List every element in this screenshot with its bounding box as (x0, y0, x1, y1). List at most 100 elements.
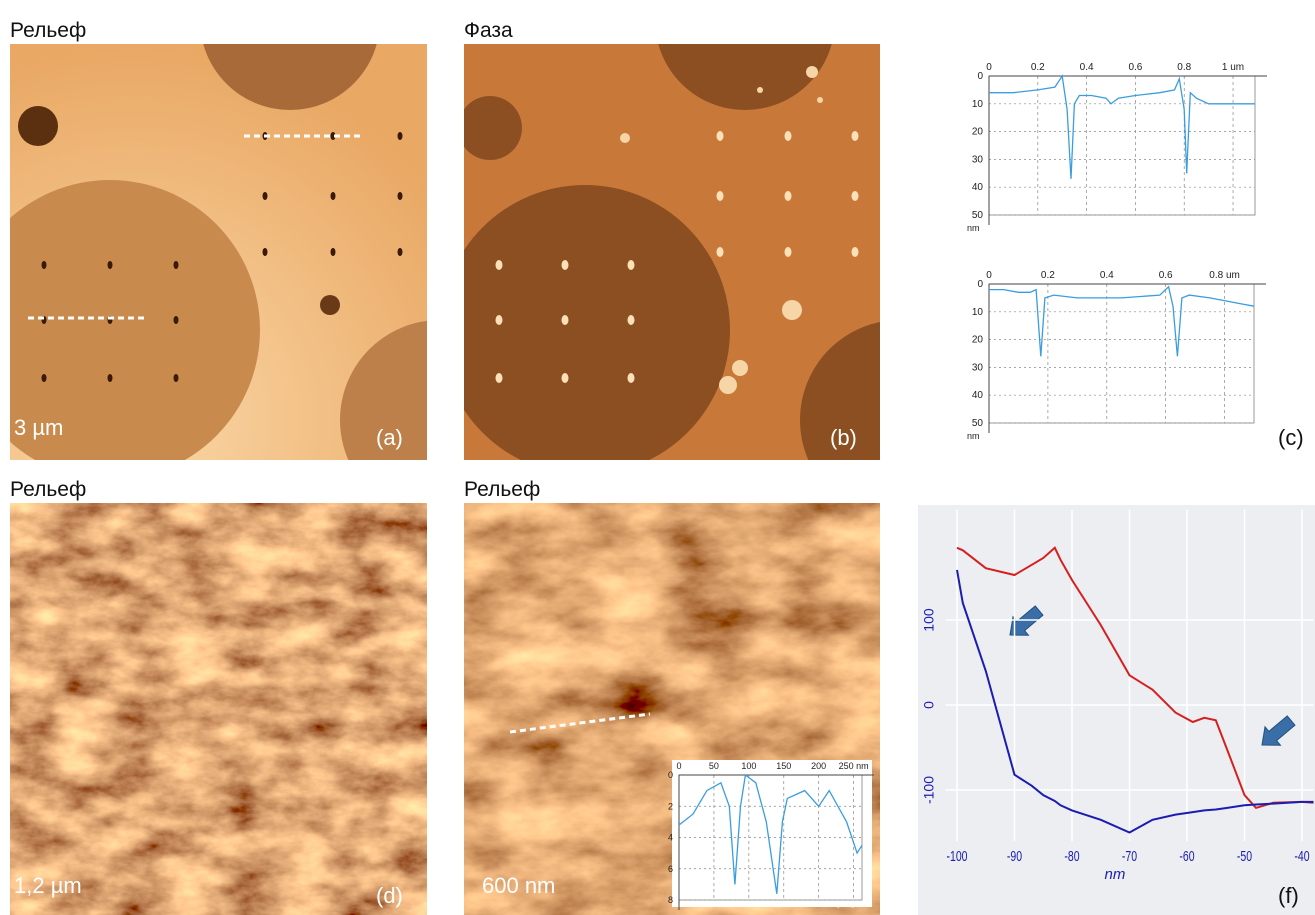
x-axis-label: nm (1105, 866, 1126, 883)
scale-label: 1,2 µm (14, 873, 82, 898)
indent (496, 373, 503, 383)
x-tick-label: -40 (1294, 847, 1309, 864)
particle (806, 66, 818, 78)
y-axis-label: nm (967, 223, 980, 233)
indent (628, 260, 635, 270)
panel-title: Фаза (464, 19, 513, 42)
y-tick-label: 2 (668, 801, 673, 811)
particle (782, 300, 802, 320)
panel-title: Рельеф (10, 19, 86, 42)
y-tick-label: 10 (972, 99, 984, 110)
indent (263, 248, 268, 256)
y-tick-label: 50 (972, 210, 984, 221)
indent (717, 131, 724, 141)
y-tick-label: 0 (977, 279, 983, 290)
x-tick-label: 0 (986, 270, 992, 281)
y-tick-label: 20 (972, 335, 984, 346)
indent (852, 247, 859, 257)
indent (398, 132, 403, 140)
particle (732, 360, 748, 376)
particle (757, 87, 763, 93)
figure: Рельеф Фаза Рельеф Рельеф 3 µm 1,2 µm 60… (0, 0, 1315, 915)
x-tick-label: -50 (1237, 847, 1252, 864)
afm-image-b (440, 0, 1000, 520)
indent (785, 191, 792, 201)
indent (717, 191, 724, 201)
x-tick-label: 0.8 um (1209, 270, 1240, 281)
y-tick-label: 0 (921, 701, 937, 709)
x-tick-label: 1 um (1222, 62, 1244, 73)
x-tick-label: 0 (986, 62, 992, 73)
indent (628, 373, 635, 383)
particle (817, 97, 823, 103)
scale-label: 600 nm (482, 873, 555, 898)
y-tick-label: 30 (972, 362, 984, 373)
panel-label: (a) (376, 425, 403, 450)
indent (42, 261, 47, 269)
indent (331, 248, 336, 256)
panel-title: Рельеф (10, 478, 86, 501)
afm-image-d (10, 503, 427, 915)
indent (108, 261, 113, 269)
indent (717, 247, 724, 257)
y-tick-label: 50 (972, 418, 984, 429)
panel-label: (d) (376, 883, 403, 908)
y-tick-label: 100 (921, 608, 937, 632)
x-tick-label: 200 (811, 761, 826, 771)
x-tick-label: 0.2 (1041, 270, 1055, 281)
indent (496, 315, 503, 325)
particle (620, 133, 630, 143)
x-tick-label: -60 (1179, 847, 1194, 864)
domain (440, 185, 730, 475)
y-axis-label: nm (967, 431, 980, 441)
x-tick-label: 0.6 (1128, 62, 1142, 73)
indent (496, 260, 503, 270)
x-tick-label: -70 (1122, 847, 1137, 864)
x-tick-label: 0 (676, 761, 681, 771)
indent (398, 248, 403, 256)
y-tick-label: -100 (921, 776, 937, 804)
indent (174, 261, 179, 269)
x-tick-label: -100 (946, 847, 967, 864)
indent (398, 192, 403, 200)
indent (108, 374, 113, 382)
y-tick-label: 0 (977, 71, 983, 82)
indent (562, 315, 569, 325)
panel-label: (b) (830, 425, 857, 450)
indent (852, 131, 859, 141)
indent (562, 373, 569, 383)
panel-title: Рельеф (464, 478, 540, 501)
indent (562, 260, 569, 270)
indent (174, 316, 179, 324)
x-tick-label: 50 (709, 761, 719, 771)
domain (458, 96, 522, 160)
x-tick-label: 100 (741, 761, 756, 771)
x-tick-label: -90 (1007, 847, 1022, 864)
y-tick-label: 10 (972, 307, 984, 318)
pit (320, 295, 340, 315)
y-tick-label: 40 (972, 182, 984, 193)
panel-label: (f) (1278, 883, 1299, 908)
panel-label: (c) (1278, 425, 1304, 450)
y-tick-label: 40 (972, 390, 984, 401)
x-tick-label: 0.4 (1100, 270, 1114, 281)
x-tick-label: 0.8 (1177, 62, 1191, 73)
x-tick-label: 0.4 (1080, 62, 1094, 73)
domain (800, 320, 1000, 520)
scale-label: 3 µm (14, 415, 63, 440)
indent (42, 374, 47, 382)
indent (628, 315, 635, 325)
y-tick-label: 4 (668, 833, 673, 843)
x-tick-label: 0.2 (1031, 62, 1045, 73)
indent (331, 192, 336, 200)
y-tick-label: 30 (972, 154, 984, 165)
x-tick-label: 0.6 (1159, 270, 1173, 281)
indent (263, 192, 268, 200)
x-tick-label: -80 (1064, 847, 1079, 864)
afm-image-a (0, 0, 540, 520)
indent (785, 131, 792, 141)
x-tick-label: 150 (776, 761, 791, 771)
y-tick-label: 8 (668, 895, 673, 905)
plot-background (918, 505, 1315, 915)
indent (174, 374, 179, 382)
